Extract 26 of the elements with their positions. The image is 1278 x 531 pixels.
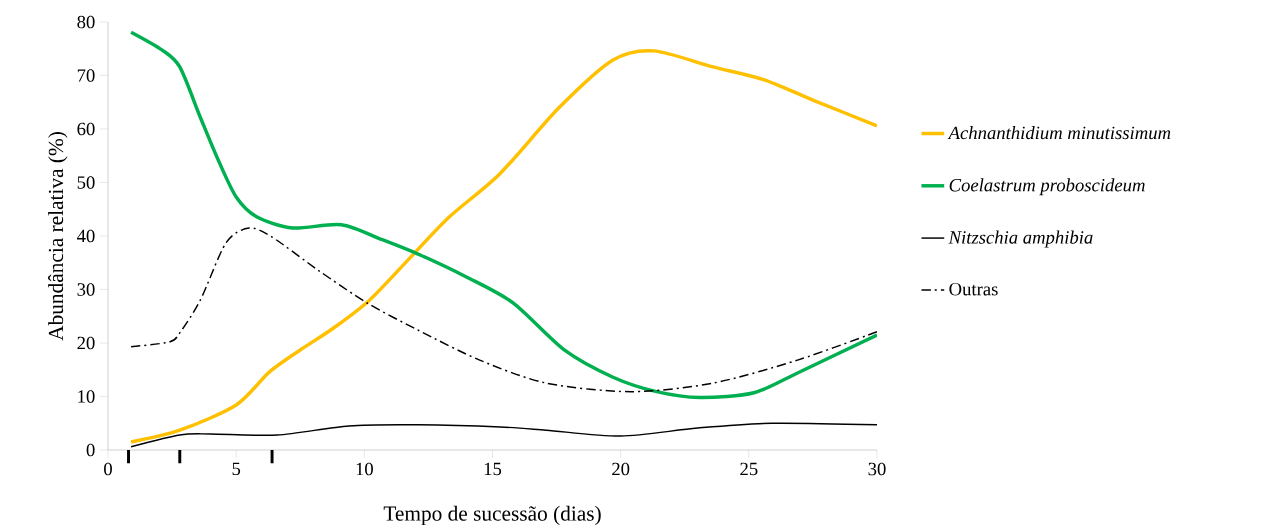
y-tick-label: 10 bbox=[78, 390, 95, 403]
x-tick-label: 15 bbox=[484, 462, 502, 476]
x-tick-label: 10 bbox=[356, 462, 373, 476]
x-tick-label: 0 bbox=[104, 462, 112, 476]
y-tick-label: 0 bbox=[86, 443, 95, 457]
y-tick-label: 20 bbox=[77, 336, 95, 350]
x-axis-title: Tempo de sucessão (dias) bbox=[383, 505, 601, 526]
y-tick-label: 40 bbox=[76, 229, 95, 243]
legend-label: Achnanthidium minutissimum bbox=[947, 126, 1171, 140]
x-tick-label: 5 bbox=[232, 462, 241, 476]
legend-label: Coelastrum proboscideum bbox=[949, 178, 1145, 196]
legend-label: Outras bbox=[949, 282, 998, 296]
line-series bbox=[130, 422, 877, 448]
y-tick-label: 80 bbox=[77, 15, 95, 29]
x-tick-label: 25 bbox=[740, 462, 758, 476]
line-series bbox=[129, 49, 877, 444]
y-tick-label: 30 bbox=[77, 283, 95, 296]
y-axis-title: Abundância relativa (%) bbox=[48, 132, 68, 341]
y-tick-label: 50 bbox=[77, 176, 95, 189]
x-tick-label: 20 bbox=[612, 462, 630, 476]
legend-label: Nitzschia amphibia bbox=[948, 230, 1093, 248]
line-series bbox=[129, 30, 877, 400]
x-tick-label: 30 bbox=[868, 462, 886, 476]
line-series bbox=[130, 227, 877, 393]
y-tick-label: 60 bbox=[77, 122, 95, 136]
y-tick-label: 70 bbox=[77, 69, 95, 82]
